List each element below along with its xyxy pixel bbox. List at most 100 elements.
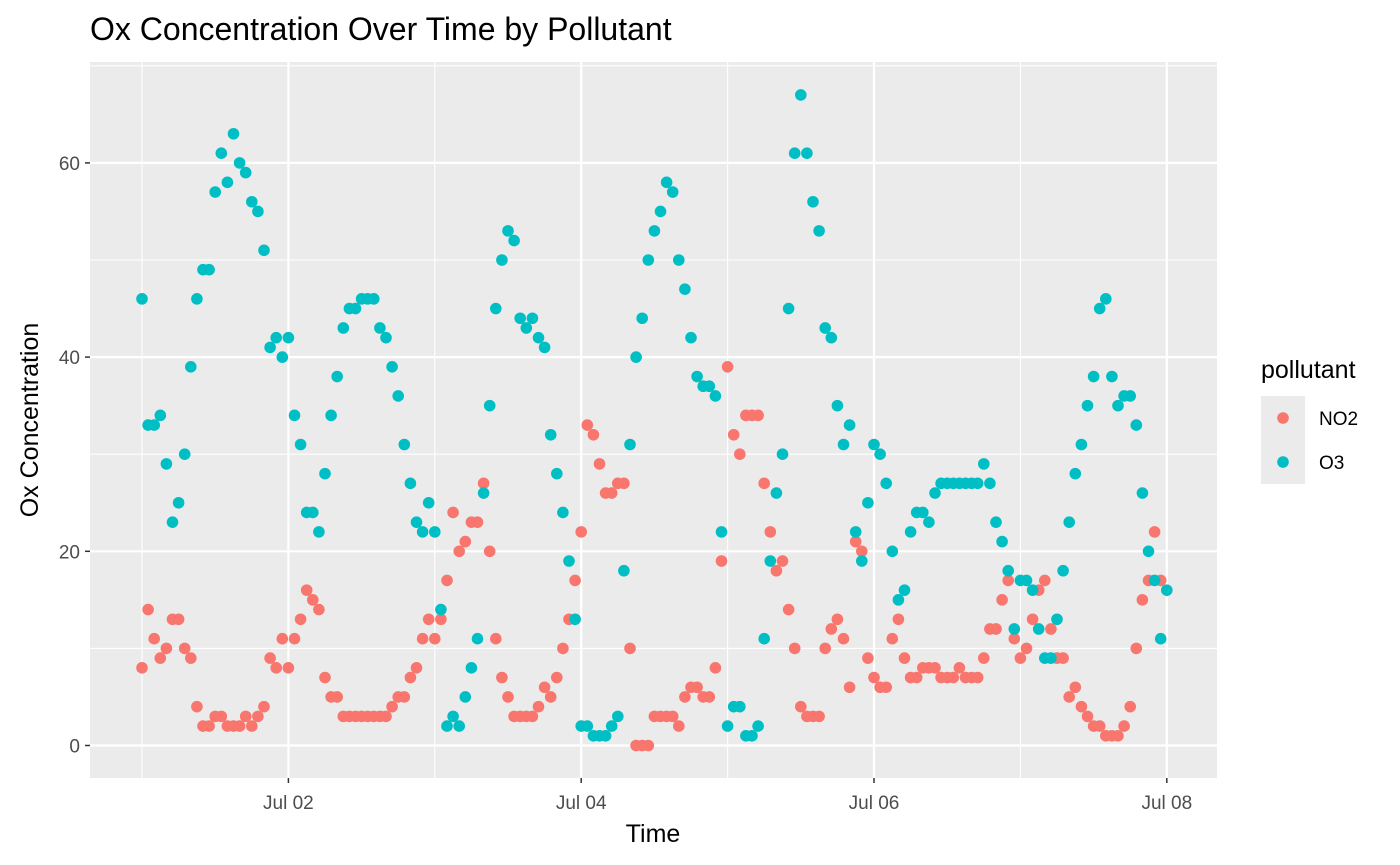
point-no2 xyxy=(868,671,880,684)
point-o3 xyxy=(685,331,697,344)
point-no2 xyxy=(624,642,636,655)
point-o3 xyxy=(709,390,722,402)
point-no2 xyxy=(1014,652,1027,664)
point-no2 xyxy=(416,632,429,645)
point-o3 xyxy=(380,331,392,344)
point-o3 xyxy=(337,322,350,334)
point-no2 xyxy=(575,526,587,538)
point-o3 xyxy=(1069,467,1082,480)
point-o3 xyxy=(270,331,283,344)
legend-title: pollutant xyxy=(1261,356,1356,384)
point-o3 xyxy=(605,720,618,732)
point-no2 xyxy=(453,545,466,558)
point-o3 xyxy=(648,225,661,237)
x-tick-label: Jul 06 xyxy=(849,793,900,814)
point-no2 xyxy=(404,671,417,684)
point-no2 xyxy=(477,477,490,490)
point-no2 xyxy=(313,603,325,616)
point-no2 xyxy=(770,564,783,577)
point-o3 xyxy=(843,419,856,431)
point-no2 xyxy=(203,720,215,732)
point-o3 xyxy=(282,331,295,344)
point-no2 xyxy=(666,710,679,723)
point-o3 xyxy=(1112,399,1124,412)
x-axis-title: Time xyxy=(626,820,681,848)
point-no2 xyxy=(910,671,923,684)
point-no2 xyxy=(825,623,838,635)
point-o3 xyxy=(612,710,624,723)
point-o3 xyxy=(313,526,325,538)
point-no2 xyxy=(642,739,655,752)
point-o3 xyxy=(459,691,472,703)
point-no2 xyxy=(856,545,868,558)
point-no2 xyxy=(715,555,728,567)
point-o3 xyxy=(502,225,514,237)
point-o3 xyxy=(1026,584,1039,596)
point-o3 xyxy=(971,477,984,490)
point-o3 xyxy=(929,487,941,499)
point-o3 xyxy=(1051,613,1063,626)
point-o3 xyxy=(1087,370,1100,383)
point-no2 xyxy=(526,710,539,723)
point-o3 xyxy=(904,526,917,538)
point-o3 xyxy=(1136,487,1149,499)
point-no2 xyxy=(1093,720,1106,732)
point-o3 xyxy=(599,729,612,742)
point-no2 xyxy=(727,428,740,441)
point-o3 xyxy=(856,555,868,567)
point-o3 xyxy=(807,195,819,208)
plot-panel xyxy=(90,62,1217,778)
point-o3 xyxy=(703,380,716,393)
point-o3 xyxy=(764,555,777,567)
point-no2 xyxy=(776,555,789,567)
point-no2 xyxy=(1045,623,1057,635)
legend-marker-o3 xyxy=(1277,456,1289,468)
point-o3 xyxy=(227,127,240,140)
point-o3 xyxy=(892,594,905,606)
data-points xyxy=(136,89,1173,752)
point-no2 xyxy=(752,409,764,422)
point-o3 xyxy=(1093,302,1106,315)
point-o3 xyxy=(514,312,526,325)
point-no2 xyxy=(758,477,770,490)
point-no2 xyxy=(471,516,484,528)
y-tick-label: 60 xyxy=(59,154,80,175)
point-no2 xyxy=(1069,681,1082,694)
point-o3 xyxy=(410,516,423,528)
point-no2 xyxy=(1002,574,1014,587)
point-no2 xyxy=(215,710,228,723)
point-o3 xyxy=(776,448,789,461)
point-no2 xyxy=(1008,632,1021,645)
point-o3 xyxy=(691,370,703,383)
y-tick-label: 20 xyxy=(59,542,80,563)
point-no2 xyxy=(410,662,423,674)
point-o3 xyxy=(837,438,850,451)
point-o3 xyxy=(1130,419,1143,431)
point-o3 xyxy=(160,458,173,470)
point-o3 xyxy=(233,157,246,169)
point-no2 xyxy=(788,642,801,655)
point-o3 xyxy=(721,720,734,732)
point-o3 xyxy=(477,487,490,499)
point-o3 xyxy=(221,176,234,189)
point-no2 xyxy=(1075,700,1088,713)
point-no2 xyxy=(764,526,777,538)
point-o3 xyxy=(1075,438,1088,451)
point-o3 xyxy=(325,409,337,422)
point-no2 xyxy=(618,477,630,490)
point-o3 xyxy=(1142,545,1155,558)
point-o3 xyxy=(422,496,435,509)
point-o3 xyxy=(166,516,179,528)
point-o3 xyxy=(1148,574,1161,587)
point-o3 xyxy=(813,225,825,237)
point-o3 xyxy=(551,467,563,480)
point-no2 xyxy=(398,691,411,703)
point-o3 xyxy=(984,477,996,490)
point-o3 xyxy=(331,370,344,383)
y-axis-ticks: 0 20 40 60 xyxy=(59,154,90,758)
point-no2 xyxy=(386,700,398,713)
point-no2 xyxy=(880,681,892,694)
point-no2 xyxy=(679,691,691,703)
point-o3 xyxy=(880,477,892,490)
